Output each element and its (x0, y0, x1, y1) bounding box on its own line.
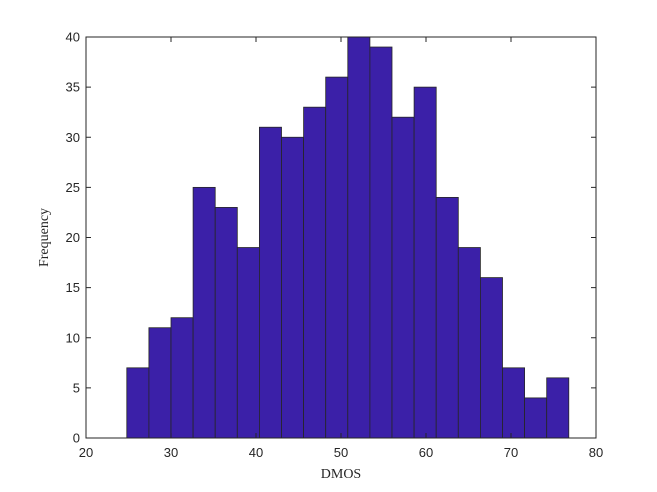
histogram-bar (457, 247, 481, 439)
histogram-bar (391, 116, 415, 439)
y-tick-label: 0 (73, 431, 80, 446)
y-tick-label: 10 (66, 330, 80, 345)
histogram-bar (214, 207, 238, 439)
histogram-bar (148, 327, 172, 439)
histogram-bar (258, 126, 282, 439)
histogram-bar (524, 397, 548, 439)
y-tick-label: 25 (66, 180, 80, 195)
histogram-bar (546, 377, 570, 439)
histogram-bar (236, 247, 260, 439)
histogram-bar (170, 317, 194, 439)
x-tick-label: 40 (249, 445, 263, 460)
x-tick-label: 30 (164, 445, 178, 460)
x-tick-label: 60 (419, 445, 433, 460)
histogram-bar (502, 367, 526, 439)
y-tick-label: 40 (66, 30, 80, 45)
axis-ticks: 20 30 40 50 60 70 80 0 5 10 15 20 25 30 35 40 (66, 30, 604, 461)
x-tick-label: 70 (504, 445, 518, 460)
y-axis-label: Frequency (37, 208, 52, 267)
histogram-bar (413, 86, 437, 439)
x-tick-label: 50 (334, 445, 348, 460)
histogram-bars (126, 36, 570, 439)
x-axis-label: DMOS (321, 467, 361, 482)
histogram-bar (281, 136, 305, 439)
histogram-bar (479, 277, 503, 439)
y-tick-label: 30 (66, 130, 80, 145)
histogram-bar (369, 46, 393, 439)
y-tick-label: 5 (73, 380, 80, 395)
histogram-bar (347, 36, 371, 439)
histogram-bar (126, 367, 150, 439)
histogram-bar (192, 186, 216, 439)
y-tick-label: 35 (66, 80, 80, 95)
x-tick-label: 80 (589, 445, 603, 460)
histogram-bar (303, 106, 327, 439)
x-tick-label: 20 (79, 445, 93, 460)
histogram-bar (435, 196, 459, 439)
y-tick-label: 20 (66, 230, 80, 245)
histogram-bar (325, 76, 349, 439)
y-tick-label: 15 (66, 280, 80, 295)
